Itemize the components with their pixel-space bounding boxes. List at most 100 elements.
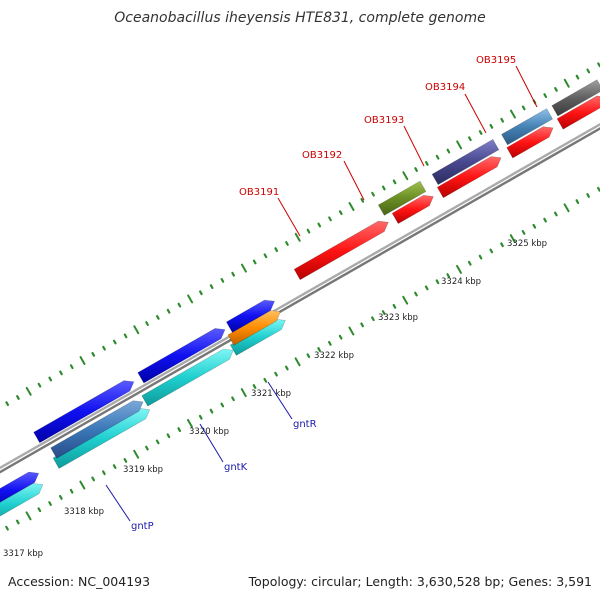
tick-mark bbox=[435, 279, 440, 285]
tick-mark bbox=[91, 476, 95, 482]
gene-label-ob3194: OB3194 bbox=[425, 82, 465, 93]
genome-backbone bbox=[0, 122, 600, 474]
tick-mark bbox=[209, 284, 214, 289]
tick-mark bbox=[478, 130, 483, 135]
tick-mark bbox=[478, 254, 483, 260]
tick-mark bbox=[575, 74, 580, 80]
tick-mark bbox=[543, 217, 547, 223]
tick-mark bbox=[186, 418, 193, 428]
gene-labels: OB3191 OB3192 OB3193 OB3194 OB3195 gntR gntK gn… bbox=[105, 55, 538, 532]
tick-mark bbox=[317, 222, 322, 228]
gene-label-ob3192: OB3192 bbox=[302, 150, 342, 161]
gene-arrow bbox=[551, 79, 600, 117]
tick-mark bbox=[414, 167, 418, 172]
tick-mark bbox=[306, 228, 311, 234]
tick-mark bbox=[263, 377, 268, 383]
tick-mark bbox=[500, 242, 504, 248]
tick-mark bbox=[456, 264, 462, 274]
tick-mark bbox=[209, 408, 214, 414]
map-title: Oceanobacillus iheyensis HTE831, complet… bbox=[114, 10, 486, 26]
gene-arrow bbox=[141, 348, 234, 407]
tick-mark bbox=[187, 294, 194, 304]
tick-mark bbox=[199, 290, 203, 296]
tick-mark bbox=[381, 310, 386, 315]
accession-text: Accession: NC_004193 bbox=[8, 574, 151, 589]
tick-mark bbox=[500, 117, 505, 123]
tick-mark bbox=[37, 507, 42, 513]
tick-mark bbox=[16, 395, 20, 400]
tick-mark bbox=[252, 259, 257, 265]
tick-mark bbox=[328, 340, 332, 346]
gene-arrow bbox=[33, 380, 135, 444]
tick-mark bbox=[294, 232, 301, 242]
gene-leader-line bbox=[105, 484, 131, 522]
tick-mark bbox=[563, 78, 570, 88]
gene-arrow bbox=[227, 310, 281, 346]
gene-arrow bbox=[225, 299, 275, 333]
tick-mark bbox=[133, 325, 140, 335]
tick-mark bbox=[360, 322, 364, 328]
gene-arrow bbox=[501, 108, 554, 146]
gene-leader-line bbox=[515, 65, 538, 108]
tick-mark bbox=[69, 364, 74, 370]
gene-label-gntp: gntP bbox=[131, 521, 154, 532]
tick-mark bbox=[338, 210, 343, 216]
tick-mark bbox=[489, 248, 494, 254]
tick-mark bbox=[240, 388, 247, 398]
tick-mark bbox=[37, 382, 42, 388]
tick-mark bbox=[402, 171, 409, 181]
tick-mark bbox=[155, 314, 160, 320]
genome-summary-text: Topology: circular; Length: 3,630,528 bp… bbox=[248, 574, 592, 589]
tick-mark bbox=[112, 464, 117, 469]
gene-arrow bbox=[391, 194, 434, 225]
tick-mark bbox=[155, 439, 160, 445]
tick-mark bbox=[145, 445, 149, 451]
tick-mark bbox=[133, 449, 140, 459]
tick-mark bbox=[79, 356, 86, 366]
tick-mark bbox=[123, 333, 128, 339]
scale-label: 3322 kbp bbox=[314, 351, 354, 361]
backbone-line bbox=[0, 127, 600, 474]
tick-mark bbox=[425, 160, 429, 166]
tick-mark bbox=[360, 197, 365, 203]
gene-arrow bbox=[377, 180, 427, 216]
gene-arrow bbox=[50, 400, 144, 459]
tick-mark bbox=[5, 525, 9, 531]
tick-mark bbox=[348, 326, 355, 336]
tick-mark bbox=[543, 93, 548, 98]
tick-mark bbox=[48, 501, 52, 506]
tick-mark bbox=[231, 271, 236, 277]
tick-mark bbox=[392, 179, 397, 185]
gene-label-gntr: gntR bbox=[293, 419, 317, 430]
scale-label: 3324 kbp bbox=[441, 277, 481, 287]
scale-label: 3318 kbp bbox=[64, 507, 104, 517]
tick-mark bbox=[338, 334, 343, 340]
scale-label: 3319 kbp bbox=[123, 465, 163, 475]
scale-label: 3320 kbp bbox=[189, 427, 229, 437]
tick-mark bbox=[284, 365, 289, 371]
tick-mark bbox=[553, 211, 558, 217]
tick-mark bbox=[586, 68, 591, 74]
tick-mark bbox=[521, 230, 526, 235]
gene-label-ob3195: OB3195 bbox=[476, 55, 516, 66]
tick-mark bbox=[554, 87, 558, 92]
backbone-line bbox=[0, 122, 600, 470]
gene-leader-line bbox=[343, 160, 365, 201]
gene-leader-line bbox=[464, 93, 487, 134]
tick-mark bbox=[586, 193, 590, 198]
tick-mark bbox=[15, 519, 20, 525]
tick-mark bbox=[220, 278, 225, 283]
tick-mark bbox=[240, 263, 247, 273]
tick-mark bbox=[274, 371, 278, 377]
tick-mark bbox=[446, 148, 451, 154]
tick-mark bbox=[509, 109, 516, 119]
gene-leader-line bbox=[267, 381, 293, 420]
scale-labels: 3317 kbp 3318 kbp 3319 kbp 3320 kbp 3321 kbp… bbox=[3, 239, 547, 559]
tick-mark bbox=[166, 433, 171, 439]
gene-arrow bbox=[436, 156, 502, 199]
gene-label-ob3193: OB3193 bbox=[364, 115, 404, 126]
gene-label-ob3191: OB3191 bbox=[239, 187, 279, 198]
gene-features bbox=[0, 79, 600, 517]
tick-mark bbox=[509, 234, 516, 244]
tick-mark bbox=[435, 154, 440, 160]
